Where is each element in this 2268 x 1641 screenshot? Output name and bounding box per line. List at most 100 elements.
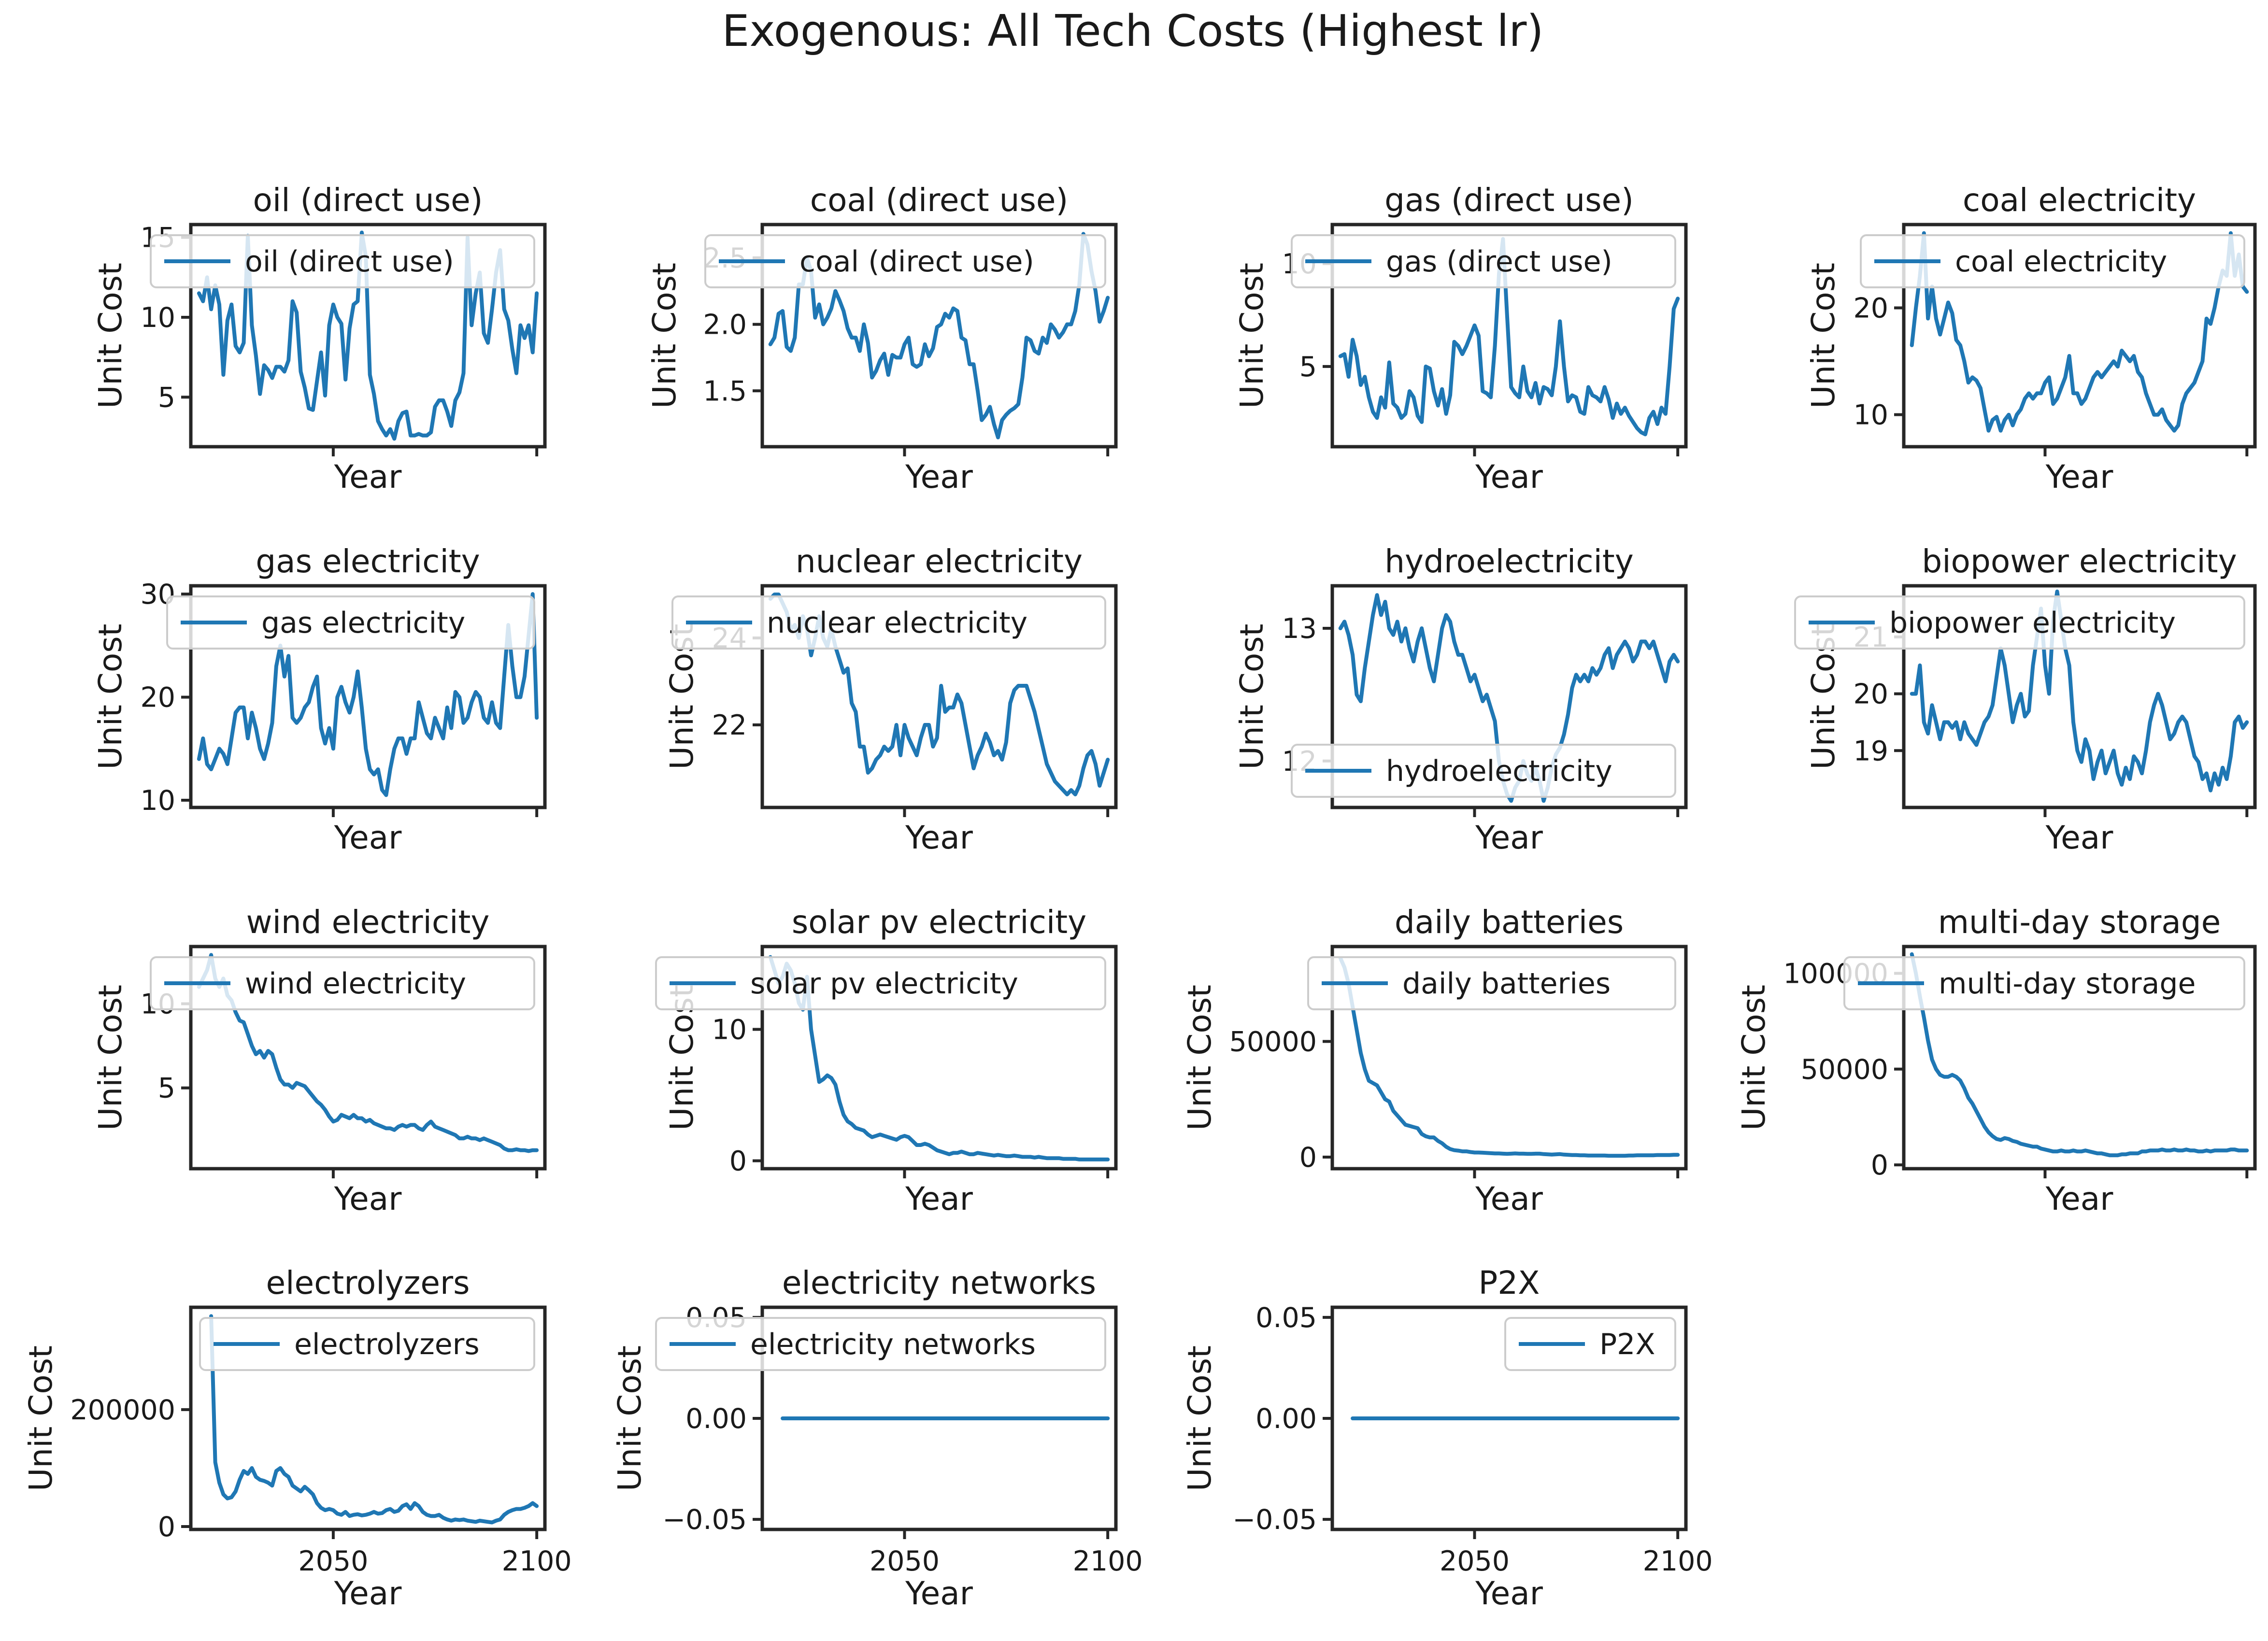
panel-electricity-networks: electricity networks−0.050.000.052050210… — [611, 1264, 1143, 1612]
y-tick-label: 0 — [729, 1146, 747, 1177]
x-axis-label: Year — [905, 819, 973, 856]
y-axis-label: Unit Cost — [92, 985, 129, 1131]
axes-frame — [1330, 223, 1688, 449]
x-axis-label: Year — [334, 458, 402, 495]
series-line-wind-electricity — [197, 953, 539, 1153]
legend: oil (direct use) — [150, 234, 535, 288]
legend-box — [150, 956, 535, 1010]
legend-entry: P2X — [1599, 1328, 1655, 1361]
legend-entry: multi-day storage — [1939, 967, 2196, 1001]
legend-box — [1291, 234, 1676, 288]
axes-frame — [1330, 1305, 1688, 1531]
legend-entry: coal (direct use) — [799, 245, 1034, 279]
x-axis-label: Year — [1475, 1180, 1543, 1217]
x-tick-label: 2100 — [1643, 1545, 1713, 1577]
panel-title: daily batteries — [1395, 904, 1624, 941]
axes-frame — [189, 1305, 547, 1531]
legend: electricity networks — [655, 1317, 1106, 1371]
panel-title: gas (direct use) — [1384, 182, 1634, 219]
y-tick-label: 50000 — [1229, 1026, 1317, 1058]
y-tick-label: 0 — [158, 1511, 175, 1543]
legend: gas electricity — [166, 595, 535, 650]
panel-title: coal electricity — [1963, 182, 2196, 219]
axes-frame — [1902, 584, 2257, 809]
series-line-daily-batteries — [1338, 956, 1680, 1158]
panel-daily-batteries: daily batteries 0 50000 Year Unit Cost daily … — [1181, 904, 1688, 1217]
y-axis-label: Unit Cost — [1233, 263, 1270, 409]
y-tick-label: 10 — [1853, 399, 1888, 431]
axes-frame — [760, 945, 1118, 1171]
panel-p2x: P2X −0.05 0.00 0.05 2050 2100 Year Unit Cost P2X — [1181, 1264, 1713, 1612]
panel-title: multi-day storage — [1938, 904, 2221, 941]
figure-title: Exogenous: All Tech Costs (Highest lr) — [722, 6, 1543, 57]
panel-electrolyzers: electrolyzers 0 200000 2050 2100 Year Unit Cos… — [22, 1264, 572, 1612]
series-line-multi-day-storage — [1910, 952, 2249, 1158]
legend-entry: wind electricity — [245, 967, 466, 1001]
x-axis-label: Year — [1475, 1575, 1543, 1612]
y-tick-label: 5 — [158, 1073, 175, 1104]
axes-frame — [189, 223, 547, 449]
y-axis-label: Unit Cost — [1181, 1345, 1218, 1491]
legend: solar pv electricity — [655, 956, 1106, 1010]
legend-entry: biopower electricity — [1889, 606, 2176, 640]
y-axis-label: Unit Cost — [92, 623, 129, 769]
legend-box — [199, 1317, 535, 1371]
panel-nuclear-electricity: nuclear electricity2224YearUnit Costnucl… — [663, 543, 1118, 856]
legend-entry: hydroelectricity — [1386, 754, 1612, 788]
legend-box — [166, 595, 535, 650]
legend: multi-day storage — [1843, 956, 2245, 1010]
legend: P2X — [1504, 1317, 1676, 1371]
y-tick-label: 0.00 — [1255, 1403, 1317, 1435]
legend-box — [1307, 956, 1676, 1010]
x-tick-label: 2050 — [298, 1545, 368, 1577]
panel-title: P2X — [1478, 1264, 1540, 1301]
x-tick-label: 2050 — [870, 1545, 940, 1577]
legend: coal electricity — [1860, 234, 2245, 288]
legend-entry: gas electricity — [261, 606, 465, 640]
series-line-solar-pv-electricity — [768, 955, 1110, 1161]
x-axis-label: Year — [1475, 819, 1543, 856]
y-tick-label: 20 — [1853, 293, 1888, 325]
legend: nuclear electricity — [671, 595, 1106, 650]
y-tick-label: 10 — [140, 785, 175, 817]
axes-frame — [1330, 945, 1688, 1171]
x-tick-label: 2100 — [1073, 1545, 1143, 1577]
panel-title: wind electricity — [246, 904, 490, 941]
x-axis-label: Year — [334, 1575, 402, 1612]
legend: daily batteries — [1307, 956, 1676, 1010]
y-tick-label: 0.05 — [1255, 1302, 1317, 1334]
series-line-coal-direct-use — [768, 232, 1110, 439]
legend: hydroelectricity — [1291, 744, 1676, 798]
axes-frame — [1330, 584, 1688, 809]
y-tick-label: 10 — [140, 302, 175, 334]
series-line-gas-direct-use — [1338, 237, 1680, 437]
y-tick-label: 0 — [1871, 1149, 1888, 1181]
y-tick-label: 0 — [1299, 1142, 1317, 1174]
x-axis-label: Year — [905, 1575, 973, 1612]
panel-title: nuclear electricity — [796, 543, 1083, 580]
legend-box — [704, 234, 1106, 288]
y-tick-label: 50000 — [1801, 1054, 1888, 1086]
legend: electrolyzers — [199, 1317, 535, 1371]
y-axis-label: Unit Cost — [1233, 623, 1270, 769]
legend-box — [1794, 595, 2245, 650]
y-tick-label: 22 — [712, 709, 747, 741]
x-axis-label: Year — [2045, 819, 2114, 856]
legend-entry: oil (direct use) — [245, 245, 454, 279]
legend-box — [150, 234, 535, 288]
panel-title: biopower electricity — [1922, 543, 2237, 580]
series-line-electrolyzers — [209, 1314, 539, 1525]
y-axis-label: Unit Cost — [22, 1345, 59, 1491]
series-line-coal-electricity — [1910, 231, 2249, 433]
panel-title: electricity networks — [782, 1264, 1096, 1301]
legend-entry: daily batteries — [1402, 967, 1611, 1001]
panel-title: coal (direct use) — [810, 182, 1068, 219]
y-tick-label: 5 — [158, 382, 175, 413]
panel-title: oil (direct use) — [253, 182, 483, 219]
panel-title: hydroelectricity — [1384, 543, 1634, 580]
